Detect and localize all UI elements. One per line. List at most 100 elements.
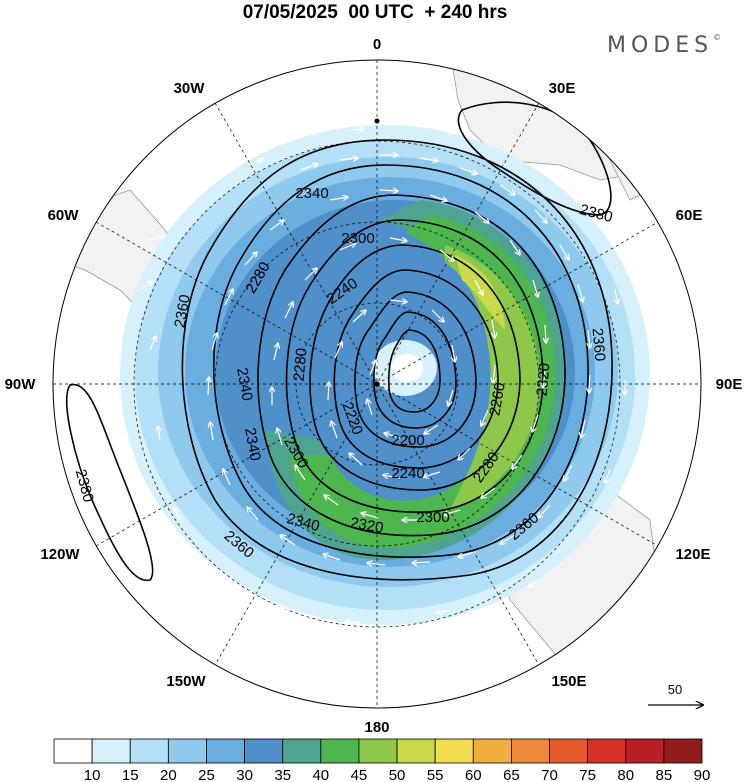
colorbar-tick-label: 90 bbox=[694, 767, 711, 782]
colorbar-tick-label: 25 bbox=[198, 767, 215, 782]
vector bbox=[545, 324, 546, 343]
colorbar-swatch bbox=[587, 738, 627, 764]
vector bbox=[276, 606, 291, 611]
colorbar-swatch bbox=[91, 738, 131, 764]
zero-meridian-marker bbox=[374, 118, 380, 124]
vector bbox=[273, 343, 278, 361]
contour-2380-pacific bbox=[66, 383, 154, 581]
contour-label: 2320 bbox=[349, 514, 385, 537]
lon-label: 120E bbox=[675, 546, 710, 563]
colorbar-swatch bbox=[53, 738, 93, 764]
contour-label: 2340 bbox=[295, 185, 328, 202]
vector bbox=[174, 508, 181, 521]
vector bbox=[534, 209, 547, 223]
vector bbox=[439, 249, 454, 261]
contour-2200 bbox=[387, 329, 441, 413]
contour-2380-africa bbox=[457, 101, 612, 216]
contour-label: 2300 bbox=[416, 509, 449, 526]
vector bbox=[564, 464, 573, 481]
longitude-labels: 0 30E 60E 90E 120E 150E 180 150W 120W 90… bbox=[5, 36, 743, 736]
colorbar-tick-label: 40 bbox=[312, 767, 329, 782]
contour-2300 bbox=[285, 219, 544, 513]
vector bbox=[532, 279, 538, 297]
vector bbox=[419, 158, 438, 161]
lon-label: 30E bbox=[549, 80, 576, 97]
colorbar-tick-label: 20 bbox=[160, 767, 177, 782]
vector bbox=[352, 310, 366, 323]
vector bbox=[349, 453, 363, 466]
vector bbox=[439, 130, 454, 133]
colorbar-tick-label: 75 bbox=[579, 767, 596, 782]
vector bbox=[349, 129, 364, 130]
lon-label: 30W bbox=[174, 80, 206, 97]
vector bbox=[369, 360, 376, 376]
vector bbox=[458, 447, 471, 460]
colorbar-swatch bbox=[244, 738, 284, 764]
vector bbox=[284, 302, 293, 319]
colorbar: 10 15 20 25 30 35 40 45 50 55 60 65 70 75 80 85 90 bbox=[53, 738, 711, 782]
vector bbox=[345, 621, 361, 622]
contour-label: 2340 bbox=[241, 426, 264, 462]
contour-2220 bbox=[373, 311, 457, 429]
colorbar-tick-label: 80 bbox=[617, 767, 634, 782]
colorbar-swatch bbox=[396, 738, 436, 764]
vector bbox=[277, 428, 283, 446]
colorbar-swatch bbox=[206, 738, 245, 764]
vector bbox=[224, 289, 233, 306]
vector bbox=[481, 409, 489, 426]
colorbar-swatch bbox=[549, 738, 589, 764]
vector bbox=[577, 284, 583, 302]
vector bbox=[588, 329, 590, 348]
contour-label: 2340 bbox=[233, 366, 256, 402]
vector bbox=[383, 475, 401, 478]
contour-2240 bbox=[354, 291, 477, 448]
colorbar-tick-label: 50 bbox=[389, 767, 406, 782]
colorbar-swatch bbox=[511, 738, 550, 764]
colorbar-swatch bbox=[358, 738, 398, 764]
colorbar-tick-label: 45 bbox=[351, 767, 368, 782]
contour-label: 2260 bbox=[486, 381, 509, 417]
vector bbox=[458, 551, 476, 557]
vector bbox=[210, 422, 213, 441]
colorbar-swatch bbox=[129, 738, 169, 764]
colorbar-tick-label: 60 bbox=[465, 767, 482, 782]
contour-label: 2240 bbox=[391, 465, 424, 482]
lon-label: 60E bbox=[676, 207, 703, 224]
brand-logo: MODES© bbox=[607, 33, 721, 58]
vector bbox=[559, 244, 569, 260]
lon-label: 180 bbox=[364, 719, 389, 736]
vector bbox=[379, 190, 398, 191]
vector bbox=[210, 567, 221, 576]
vector bbox=[384, 433, 401, 439]
vector bbox=[334, 342, 342, 359]
vector bbox=[331, 421, 338, 439]
vector bbox=[492, 319, 495, 338]
colorbar-tick-label: 10 bbox=[84, 767, 101, 782]
contour-label: 2280 bbox=[291, 347, 311, 382]
height-contours bbox=[66, 101, 613, 581]
contour-label: 2320 bbox=[534, 362, 554, 397]
colorbar-tick-label: 30 bbox=[236, 767, 253, 782]
vector bbox=[532, 414, 539, 432]
shade-core-center bbox=[391, 354, 423, 382]
vector bbox=[499, 184, 515, 195]
vector bbox=[211, 333, 217, 351]
vector bbox=[149, 336, 156, 351]
vector bbox=[436, 610, 451, 613]
reference-vector-label: 50 bbox=[668, 682, 682, 697]
vector bbox=[500, 534, 516, 544]
colorbar-tick-label: 65 bbox=[503, 767, 520, 782]
vector bbox=[474, 211, 489, 223]
vector bbox=[304, 268, 317, 281]
colorbar-tick-label: 15 bbox=[122, 767, 139, 782]
map-body bbox=[53, 60, 701, 708]
colorbar-tick-label: 85 bbox=[656, 767, 673, 782]
colorbar-swatch bbox=[472, 738, 512, 764]
vector bbox=[223, 469, 231, 486]
vector bbox=[299, 164, 318, 171]
contour-2320 bbox=[257, 194, 566, 537]
vector bbox=[538, 504, 551, 518]
lon-label: 90E bbox=[716, 376, 743, 393]
colorbar-tick-label: 55 bbox=[427, 767, 444, 782]
